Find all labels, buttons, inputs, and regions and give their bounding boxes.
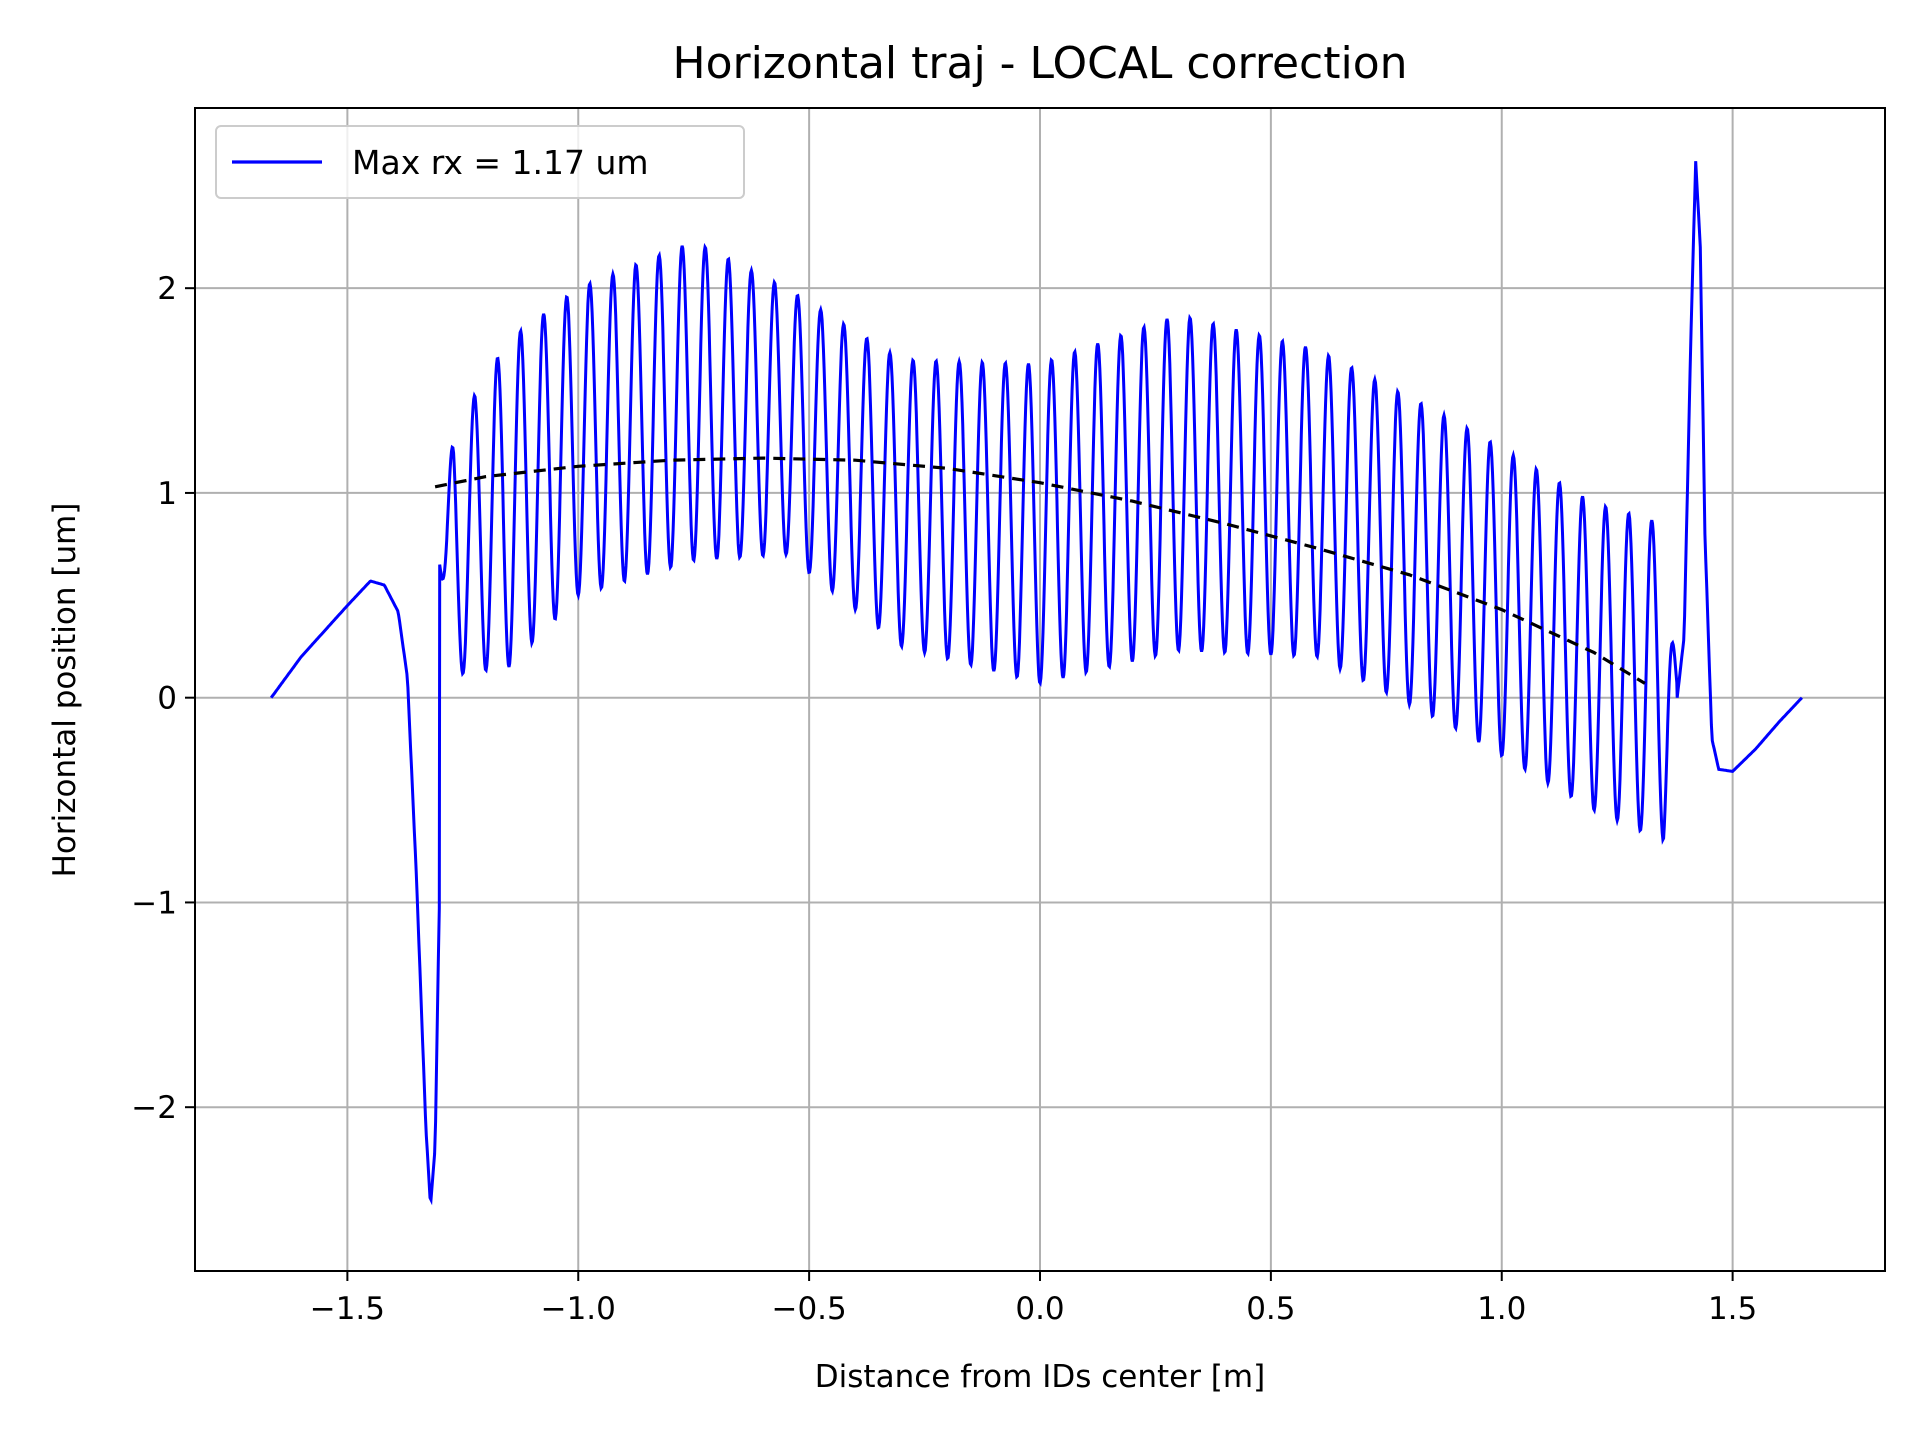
y-tick-label: 2	[157, 271, 177, 307]
y-axis: −2 −1 0 1 2	[131, 271, 195, 1126]
grid	[195, 108, 1885, 1271]
y-tick-label: −2	[131, 1090, 177, 1126]
y-tick-label: 1	[157, 476, 177, 512]
y-tick-label: −1	[131, 885, 177, 921]
x-tick-label: 0.5	[1246, 1291, 1295, 1327]
x-tick-label: 1.5	[1708, 1291, 1757, 1327]
y-axis-label: Horizontal position [um]	[47, 503, 83, 878]
x-tick-label: 1.0	[1477, 1291, 1526, 1327]
x-tick-label: −1.5	[310, 1291, 385, 1327]
x-tick-label: 0.0	[1015, 1291, 1064, 1327]
x-tick-label: −1.0	[541, 1291, 616, 1327]
x-tick-label: −0.5	[771, 1291, 846, 1327]
legend-box	[215, 125, 745, 199]
legend-label: Max rx = 1.17 um	[352, 143, 649, 182]
chart-title: Horizontal traj - LOCAL correction	[672, 38, 1407, 89]
plot-lines	[269, 161, 1804, 1206]
legend: Max rx = 1.17 um	[215, 125, 745, 199]
dashed-series-line	[434, 456, 1646, 685]
x-axis: −1.5 −1.0 −0.5 0.0 0.5 1.0 1.5	[310, 1271, 1757, 1327]
y-tick-label: 0	[157, 681, 177, 717]
x-axis-label: Distance from IDs center [m]	[815, 1359, 1265, 1395]
series-line-blue	[269, 161, 1804, 1206]
